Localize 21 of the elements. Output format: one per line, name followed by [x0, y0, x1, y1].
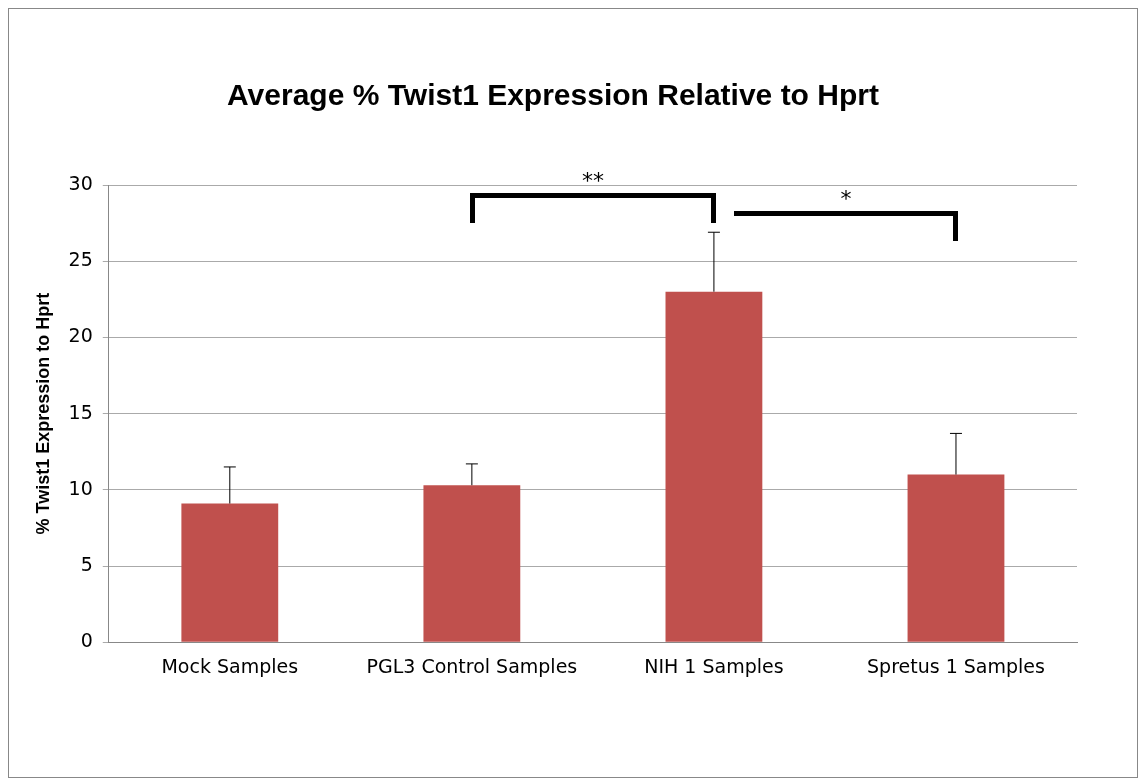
y-tick-label: 15 — [68, 400, 93, 423]
y-tick-label: 20 — [68, 324, 93, 347]
annotation: ** — [580, 167, 605, 193]
x-tick-label: NIH 1 Samples — [644, 654, 784, 677]
y-axis-title: % Twist1 Expression to Hprt — [32, 292, 53, 535]
y-tick-label: 30 — [68, 171, 93, 194]
annotation: * — [839, 185, 853, 211]
x-tick-label: Mock Samples — [161, 654, 299, 677]
bar — [907, 474, 1005, 642]
y-tick-label: 5 — [80, 552, 93, 575]
y-tick-label: 25 — [68, 248, 93, 271]
bar — [181, 503, 279, 642]
x-tick-label: PGL3 Control Samples — [366, 654, 578, 677]
bar — [423, 485, 521, 642]
bar — [665, 291, 763, 642]
y-tick-label: 10 — [68, 476, 93, 499]
y-tick-label: 0 — [80, 629, 93, 652]
significance-bracket: * — [733, 186, 958, 242]
x-tick-label: Spretus 1 Samples — [867, 654, 1045, 677]
significance-bracket: ** — [469, 168, 716, 224]
chart-title: Average % Twist1 Expression Relative to Hprt — [227, 78, 879, 112]
